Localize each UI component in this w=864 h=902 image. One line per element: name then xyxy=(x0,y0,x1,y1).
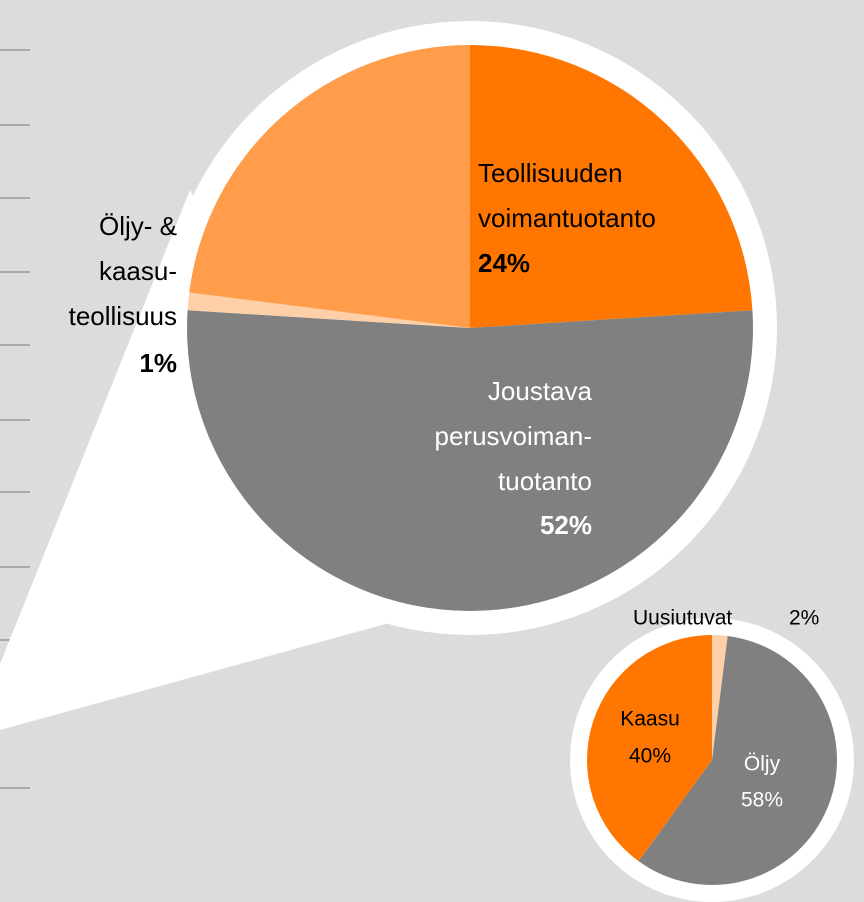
slice-label: Öljy xyxy=(744,753,781,776)
pie-slice xyxy=(186,310,754,611)
value-label: 24% xyxy=(478,248,530,278)
slice-label: Öljy- & kaasu-teollisuus xyxy=(69,211,177,331)
value-label: 2% xyxy=(789,607,819,630)
pie-slice xyxy=(470,45,753,328)
pie-slice xyxy=(189,45,470,328)
pie-slice xyxy=(587,635,712,862)
value-label: 58% xyxy=(741,789,783,812)
pie-slice xyxy=(638,635,837,885)
value-label: 1% xyxy=(139,348,177,378)
slice-label: Kaasu xyxy=(620,708,680,731)
slice-label: Joustava perusvoiman-tuotanto xyxy=(434,376,592,496)
slice-label: Uusiutuvat xyxy=(633,607,732,630)
value-label: 40% xyxy=(629,745,671,768)
pie-slice xyxy=(712,635,728,760)
value-label: 52% xyxy=(540,510,592,540)
pie-slice xyxy=(187,292,470,328)
slice-label: Teollisuuden voimantuotanto xyxy=(478,158,656,233)
pies: Teollisuuden voimantuotanto 24% Joustava per… xyxy=(69,45,837,885)
